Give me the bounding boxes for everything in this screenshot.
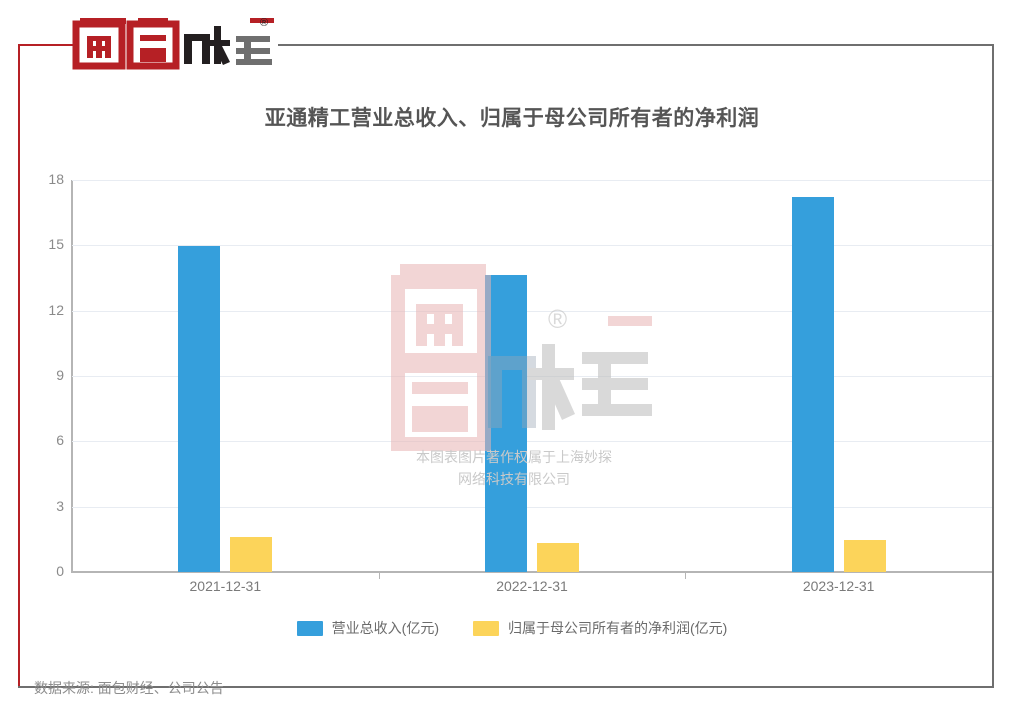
legend-swatch-icon [473,620,499,636]
y-axis-tick-label: 15 [48,236,64,253]
registered-mark-icon: ® [260,17,268,29]
bar-net-profit-2021-12-31[interactable] [230,536,273,572]
y-axis-tick-label: 3 [56,497,64,514]
bar-revenue-2023-12-31[interactable] [791,197,834,572]
legend-item-net-profit[interactable]: 归属于母公司所有者的净利润(亿元) [473,618,727,638]
y-axis-tick-label: 0 [56,563,64,579]
frame-left-border [18,44,20,688]
plot-area [72,180,992,572]
bar-net-profit-2023-12-31[interactable] [843,540,886,572]
x-axis-tick-mark [685,572,687,579]
gridline [72,441,992,443]
bar-revenue-2021-12-31[interactable] [178,246,221,572]
x-axis-tick-label: 2023-12-31 [802,578,875,594]
bar-net-profit-2022-12-31[interactable] [537,543,579,572]
gridline [72,310,992,312]
x-axis-tick-label: 2021-12-31 [189,578,262,594]
x-axis-line [71,571,992,573]
gridline [72,245,992,247]
gridline [72,180,992,181]
legend-item-revenue[interactable]: 营业总收入(亿元) [296,618,439,638]
watermark-text-line1: 本图表图片著作权属于上海妙探 [416,449,612,465]
y-axis-tick-label: 9 [56,367,64,383]
frame-bottom-border [18,686,994,688]
chart-legend: 营业总收入(亿元) 归属于母公司所有者的净利润(亿元) [0,618,1024,638]
y-axis-tick-label: 12 [48,301,64,318]
legend-swatch-icon [296,620,323,636]
gridline [72,506,992,508]
x-axis-tick-label: 2022-12-31 [496,578,568,594]
brand-logo: ® [72,14,282,72]
x-axis-tick-mark [378,572,380,579]
y-axis-tick-label: 18 [48,171,64,187]
frame-top-right-segment [278,44,994,46]
watermark-text: 本图表图片著作权属于上海妙探 网络科技有限公司 [384,446,644,490]
legend-label: 归属于母公司所有者的净利润(亿元) [508,620,728,636]
frame-top-left-segment [18,44,76,46]
bar-revenue-2022-12-31[interactable] [485,274,527,572]
source-note: 数据来源: 面包财经、公司公告 [34,680,224,696]
legend-label: 营业总收入(亿元) [331,620,439,636]
watermark-text-line2: 网络科技有限公司 [458,471,570,487]
y-axis-tick-label: 6 [56,432,64,449]
chart-title: 亚通精工营业总收入、归属于母公司所有者的净利润 [264,107,760,130]
frame-right-border [992,44,994,688]
